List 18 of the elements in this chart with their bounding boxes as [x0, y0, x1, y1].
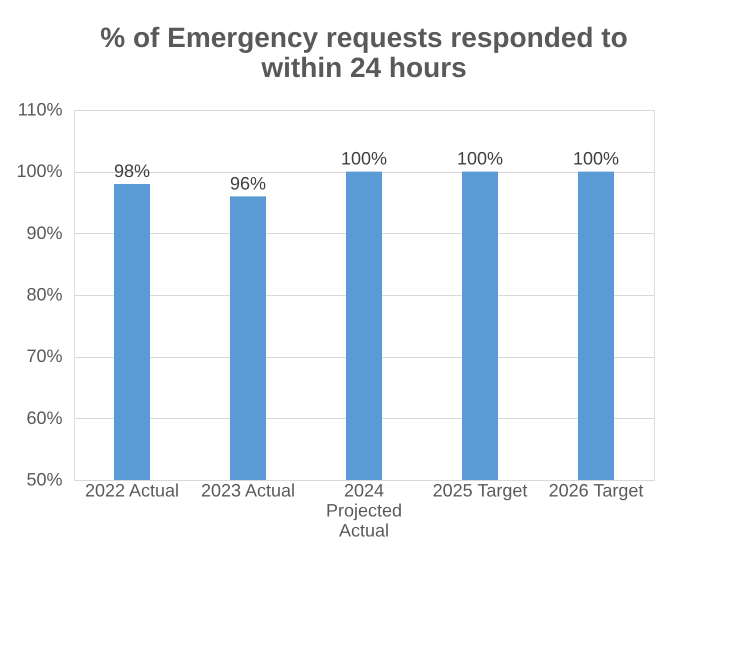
data-label: 100%: [340, 148, 388, 169]
y-tick-label: 100%: [16, 161, 62, 182]
y-tick-label: 80%: [26, 284, 62, 304]
data-label: 98%: [114, 161, 150, 181]
y-tick-label: 50%: [26, 470, 62, 490]
data-label: 96%: [230, 173, 266, 194]
x-tick-label: 2022 Actual: [84, 480, 180, 500]
x-tick-label: 2024 Projected Actual: [326, 480, 402, 540]
x-tick-label: 2023 Actual: [200, 480, 296, 500]
y-tick-label: 110%: [18, 100, 62, 120]
chart-title: % of Emergency requests responded to within 24 hours: [100, 22, 628, 83]
y-tick-label: 90%: [26, 222, 62, 243]
x-tick-label: 2026 Target: [548, 480, 644, 500]
data-label: 100%: [456, 148, 504, 169]
data-label: 100%: [572, 148, 620, 169]
y-tick-label: 60%: [26, 408, 62, 428]
y-tick-label: 70%: [26, 346, 62, 366]
x-tick-label: 2025 Target: [432, 480, 528, 500]
